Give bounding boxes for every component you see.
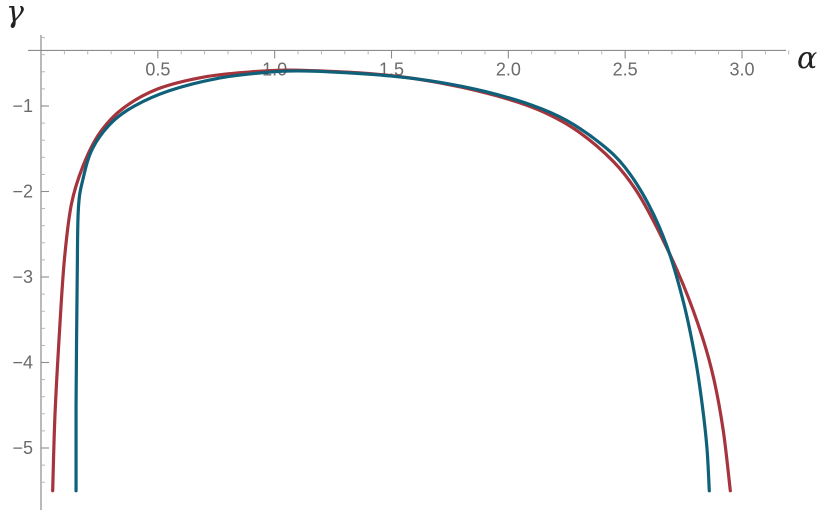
series-line-1	[51, 68, 732, 493]
x-axis-title: α	[797, 41, 817, 76]
y-tick-label: −1	[12, 96, 33, 116]
x-tick-label: 0.5	[145, 59, 170, 79]
y-axis-ticks: −1 −2 −3 −4 −5	[12, 37, 49, 483]
y-axis-title: γ	[6, 0, 24, 30]
y-tick-label: −4	[12, 353, 33, 373]
x-tick-label: 2.0	[496, 59, 521, 79]
series-group	[51, 68, 732, 493]
x-axis-ticks: 0.5 1.0 1.5 2.0 2.5 3.0	[63, 50, 790, 79]
y-tick-label: −5	[12, 438, 33, 458]
x-tick-label: 2.5	[613, 59, 638, 79]
x-tick-label: 3.0	[729, 59, 754, 79]
series-line-2	[74, 69, 711, 493]
axes: 0.5 1.0 1.5 2.0 2.5 3.0 −1−2−3−4−5	[12, 35, 790, 510]
y-tick-label: −3	[12, 267, 33, 287]
y-tick-label: −2	[12, 182, 33, 202]
